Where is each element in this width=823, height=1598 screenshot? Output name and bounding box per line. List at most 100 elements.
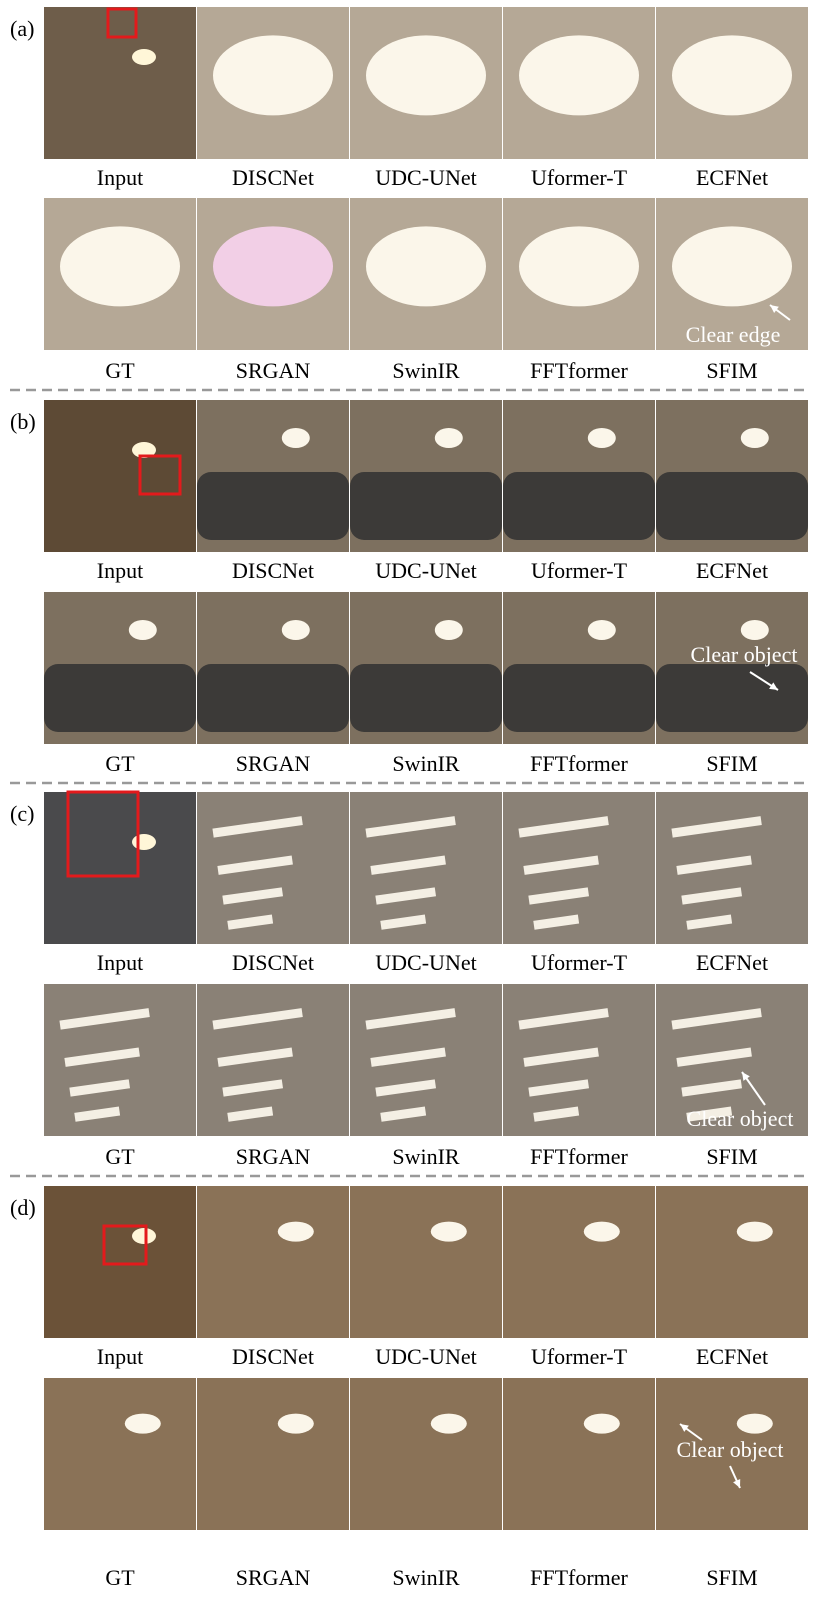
light [741, 620, 769, 640]
light [132, 1228, 156, 1244]
caption: SwinIR [392, 1144, 460, 1169]
light [431, 1222, 467, 1242]
caption: DISCNet [232, 558, 314, 583]
light [132, 834, 156, 850]
caption: UDC-UNet [375, 558, 476, 583]
caption: Input [97, 558, 143, 583]
light [213, 35, 333, 115]
light [366, 226, 486, 306]
image [656, 1186, 808, 1338]
caption: FFTformer [530, 751, 628, 776]
caption: SRGAN [236, 1565, 311, 1590]
object [44, 664, 196, 732]
object [350, 664, 502, 732]
caption: DISCNet [232, 1344, 314, 1369]
image [44, 400, 196, 552]
light [519, 35, 639, 115]
page: {"panels": [ {"label": "(a)", "rows": [[… [0, 0, 823, 1598]
panel-label: (b) [10, 409, 36, 434]
caption: ECFNet [696, 558, 768, 583]
caption: Input [97, 165, 143, 190]
light [60, 226, 180, 306]
object [503, 664, 655, 732]
light [132, 49, 156, 65]
light [435, 620, 463, 640]
caption: SRGAN [236, 358, 311, 383]
caption: Uformer-T [531, 950, 628, 975]
light [672, 35, 792, 115]
image [44, 1378, 196, 1530]
caption: Uformer-T [531, 165, 628, 190]
caption: SRGAN [236, 751, 311, 776]
light [278, 1414, 314, 1434]
image [44, 1186, 196, 1338]
caption: Input [97, 950, 143, 975]
light [366, 35, 486, 115]
caption: SwinIR [392, 751, 460, 776]
caption: FFTformer [530, 1144, 628, 1169]
annotation: Clear object [687, 1106, 794, 1131]
light [588, 620, 616, 640]
light [519, 226, 639, 306]
light [584, 1414, 620, 1434]
panel-label: (a) [10, 16, 34, 41]
image [197, 1378, 349, 1530]
light [672, 226, 792, 306]
caption: UDC-UNet [375, 1344, 476, 1369]
caption: SRGAN [236, 1144, 311, 1169]
figure: (a) Input DISCNet UDC-UNet Uformer-T ECFNet GT… [0, 0, 823, 1598]
annotation: Clear edge [686, 322, 781, 347]
caption: ECFNet [696, 165, 768, 190]
caption: FFTformer [530, 358, 628, 383]
light [737, 1414, 773, 1434]
caption: Input [97, 1344, 143, 1369]
light [282, 428, 310, 448]
object [350, 472, 502, 540]
caption: GT [105, 1144, 135, 1169]
caption: Uformer-T [531, 558, 628, 583]
caption: UDC-UNet [375, 165, 476, 190]
light [741, 428, 769, 448]
caption: GT [105, 751, 135, 776]
light [435, 428, 463, 448]
image [350, 1378, 502, 1530]
caption: DISCNet [232, 165, 314, 190]
caption: DISCNet [232, 950, 314, 975]
caption: SwinIR [392, 358, 460, 383]
image [350, 1186, 502, 1338]
object [656, 664, 808, 732]
caption: ECFNet [696, 950, 768, 975]
caption: FFTformer [530, 1565, 628, 1590]
caption: SFIM [706, 358, 757, 383]
caption: ECFNet [696, 1344, 768, 1369]
image [197, 1186, 349, 1338]
image [503, 1186, 655, 1338]
image [503, 1378, 655, 1530]
annotation: Clear object [677, 1437, 784, 1462]
caption: SFIM [706, 1565, 757, 1590]
light [125, 1414, 161, 1434]
caption: Uformer-T [531, 1344, 628, 1369]
caption: SwinIR [392, 1565, 460, 1590]
object [503, 472, 655, 540]
caption: SFIM [706, 1144, 757, 1169]
light [213, 226, 333, 306]
panel-label: (d) [10, 1195, 36, 1220]
light [431, 1414, 467, 1434]
object [656, 472, 808, 540]
caption: GT [105, 358, 135, 383]
image [44, 7, 196, 159]
light [129, 620, 157, 640]
light [278, 1222, 314, 1242]
light [737, 1222, 773, 1242]
object [197, 664, 349, 732]
caption: SFIM [706, 751, 757, 776]
light [584, 1222, 620, 1242]
caption: UDC-UNet [375, 950, 476, 975]
light [282, 620, 310, 640]
caption: GT [105, 1565, 135, 1590]
panel-label: (c) [10, 801, 34, 826]
annotation: Clear object [691, 642, 798, 667]
object [197, 472, 349, 540]
light [588, 428, 616, 448]
